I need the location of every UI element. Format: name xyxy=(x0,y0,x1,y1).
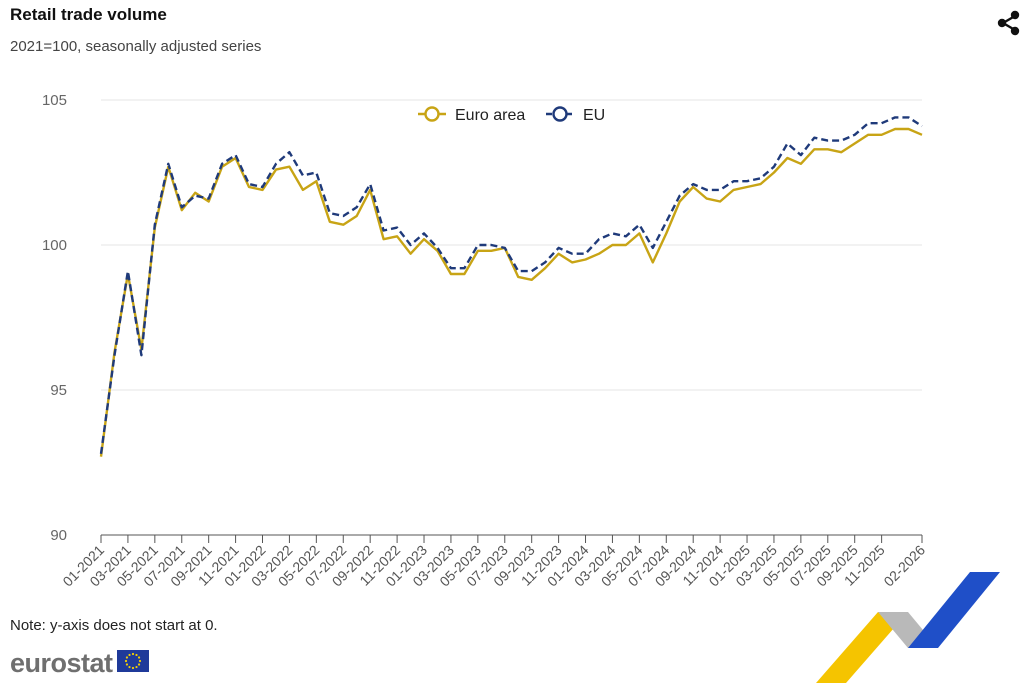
legend-item-euro-area[interactable]: Euro area xyxy=(418,106,525,124)
legend-label: Euro area xyxy=(455,107,525,124)
axes: 909510010501-202103-202105-202107-202109… xyxy=(42,92,928,589)
y-tick-label: 90 xyxy=(50,527,67,544)
chart-note: Note: y-axis does not start at 0. xyxy=(10,617,218,634)
eurostat-logo[interactable]: eurostat xyxy=(10,648,149,679)
y-tick-label: 95 xyxy=(50,382,67,399)
eurostat-ribbon-decoration xyxy=(816,572,1000,683)
chart-title: Retail trade volume xyxy=(10,5,167,24)
logo-text: eurostat xyxy=(10,648,113,678)
legend-marker xyxy=(552,106,568,122)
share-icon[interactable] xyxy=(994,8,1024,38)
y-tick-label: 100 xyxy=(42,237,67,254)
grid-lines xyxy=(101,99,922,391)
chart-subtitle: 2021=100, seasonally adjusted series xyxy=(10,38,262,55)
series-line-euro-area[interactable] xyxy=(99,127,923,457)
legend-item-eu[interactable]: EU xyxy=(546,106,605,124)
eu-flag-icon xyxy=(116,650,149,677)
y-tick-label: 105 xyxy=(42,92,67,109)
series-lines xyxy=(99,116,923,457)
series-line-eu[interactable] xyxy=(99,116,923,454)
legend-label: EU xyxy=(583,107,605,124)
legend[interactable]: Euro area EU xyxy=(418,106,605,124)
legend-marker xyxy=(424,106,440,122)
